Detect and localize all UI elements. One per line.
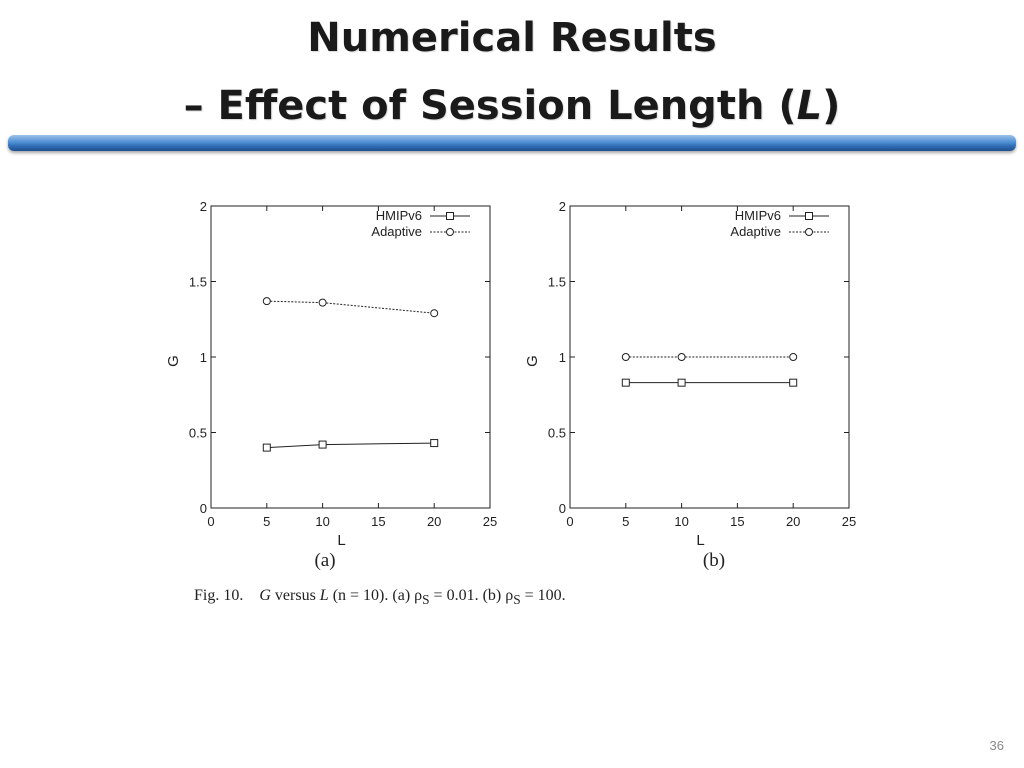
legend-circle-marker	[446, 228, 454, 236]
y-axis-label: G	[165, 355, 182, 367]
circle-marker	[318, 298, 327, 307]
square-marker	[318, 440, 327, 449]
y-tick-label: 1.5	[189, 275, 207, 290]
x-tick-label: 20	[786, 514, 800, 529]
caption-g: G	[259, 587, 271, 604]
legend-square-marker	[805, 212, 813, 220]
x-tick-label: 15	[730, 514, 744, 529]
legend-label-hmipv6: HMIPv6	[376, 208, 422, 223]
legend-label-adaptive: Adaptive	[730, 224, 781, 239]
x-tick-label: 25	[842, 514, 856, 529]
caption-versus: versus	[270, 587, 320, 604]
figure-caption: Fig. 10. G versus L (n = 10). (a) ρS = 0…	[194, 587, 814, 608]
x-tick-label: 25	[483, 514, 497, 529]
circle-marker	[262, 297, 271, 306]
x-tick-label: 10	[674, 514, 688, 529]
y-tick-label: 2	[559, 199, 566, 214]
slide-title-line2: – Effect of Session Length (L)	[0, 86, 1024, 126]
legend-circle-marker	[805, 228, 813, 236]
x-tick-label: 20	[427, 514, 441, 529]
series-line-adaptive	[266, 300, 435, 314]
x-tick-label: 0	[566, 514, 573, 529]
circle-marker	[430, 309, 439, 318]
x-tick-label: 5	[622, 514, 629, 529]
panel-label-b: (b)	[702, 550, 726, 571]
caption-a: = 0.01. (b) ρ	[429, 587, 514, 604]
series-line-hmipv6	[266, 442, 435, 449]
legend-label-hmipv6: HMIPv6	[735, 208, 781, 223]
x-tick-label: 0	[207, 514, 214, 529]
y-tick-label: 1	[559, 350, 566, 365]
circle-marker	[789, 353, 798, 361]
square-marker	[430, 439, 439, 448]
y-tick-label: 1	[200, 350, 207, 365]
caption-sub-s: S	[422, 592, 430, 608]
y-tick-label: 0	[559, 501, 566, 516]
title-suffix: )	[822, 83, 841, 129]
y-tick-label: 0	[200, 501, 207, 516]
square-marker	[262, 443, 271, 452]
caption-label: Fig. 10.	[194, 587, 244, 604]
square-marker	[789, 378, 798, 387]
y-tick-label: 2	[200, 199, 207, 214]
y-tick-label: 0.5	[189, 426, 207, 441]
slide-number: 36	[989, 738, 1004, 753]
panel-label-a: (a)	[314, 550, 336, 571]
square-marker	[677, 378, 686, 387]
y-tick-label: 0.5	[548, 426, 566, 441]
title-variable: L	[796, 83, 823, 129]
plot-frame	[569, 205, 850, 509]
title-underline-bar	[8, 135, 1016, 151]
square-marker	[621, 378, 630, 387]
legend-square-marker	[446, 212, 454, 220]
title-prefix: – Effect of Session Length (	[183, 83, 797, 129]
caption-l: L	[319, 587, 329, 604]
circle-marker	[677, 353, 686, 361]
caption-rest: (n = 10). (a) ρ	[328, 587, 423, 604]
caption-sub-s2: S	[513, 592, 521, 608]
x-tick-label: 5	[263, 514, 270, 529]
slide-title-line1: Numerical Results	[307, 15, 717, 61]
x-axis-label: L	[337, 532, 345, 549]
y-axis-label: G	[524, 355, 541, 367]
circle-marker	[621, 353, 630, 361]
plot-frame	[210, 205, 491, 509]
y-tick-label: 1.5	[548, 275, 566, 290]
caption-b: = 100.	[520, 587, 566, 604]
x-axis-label: L	[696, 532, 704, 549]
x-tick-label: 15	[371, 514, 385, 529]
x-tick-label: 10	[315, 514, 329, 529]
legend-label-adaptive: Adaptive	[371, 224, 422, 239]
